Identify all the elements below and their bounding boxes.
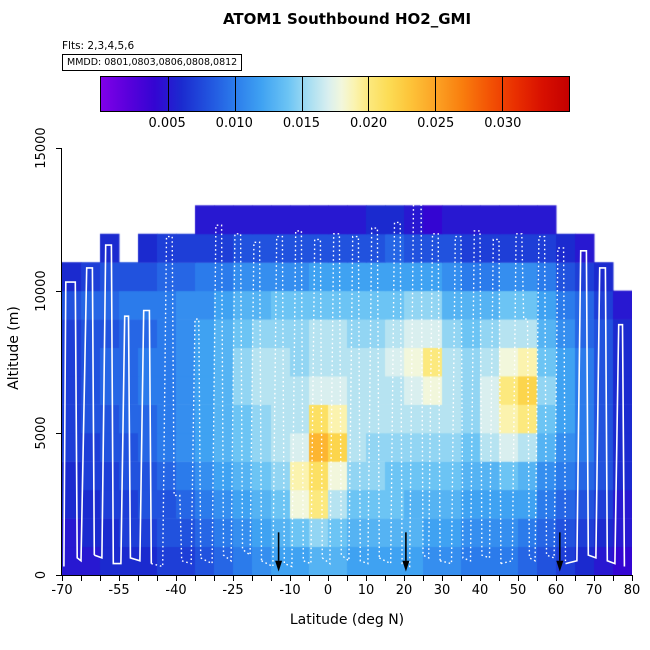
x-axis-tick-label: 30 [433,583,451,598]
x-axis-tick [138,576,139,581]
y-axis-tick-label: 5000 [34,416,49,450]
x-axis-tick [537,576,538,581]
flight-track-line [94,244,153,565]
x-axis-tick-label: 60 [547,583,565,598]
flight-track-line [200,224,263,565]
flight-track-overlay [63,201,626,572]
flight-track-line [439,230,502,565]
page-title: ATOM1 Southbound HO2_GMI [222,10,472,28]
x-axis-tick [556,576,557,581]
x-axis-tick [499,576,500,581]
flight-track-line [63,267,96,567]
x-axis-tick-label: -55 [108,583,130,598]
x-axis-tick-label: -40 [165,583,187,598]
x-axis-tick-label: -25 [222,583,244,598]
flights-annotation: Flts: 2,3,4,5,6 [62,40,135,52]
y-axis-title: Altitude (m) [6,306,22,390]
x-axis-tick-label: 40 [471,583,489,598]
colorbar-divider [167,77,169,111]
x-axis-tick-label: -70 [51,583,73,598]
x-axis-tick [423,576,424,581]
colorbar-divider [502,77,504,111]
x-axis-tick [442,576,443,581]
x-axis-title: Latitude (deg N) [289,612,405,628]
x-axis-tick [404,576,405,581]
colorbar [100,76,570,112]
marker-arrow-head [556,560,564,572]
x-axis-tick-label: 70 [585,583,603,598]
x-axis-tick-label: 80 [623,583,641,598]
x-axis-tick [290,576,291,581]
flight-track-line [321,227,380,565]
x-axis-tick [214,576,215,581]
x-axis-tick [328,576,329,581]
x-axis-tick-label: 20 [395,583,413,598]
y-axis-tick-label: 0 [34,570,49,580]
x-axis-tick [81,576,82,581]
x-axis-tick [252,576,253,581]
y-axis-tick-label: 10000 [34,269,49,312]
x-axis-tick [366,576,367,581]
x-axis-tick [518,576,519,581]
x-axis-tick [613,576,614,581]
x-axis-tick [119,576,120,581]
x-axis-tick [62,576,63,581]
x-axis-tick [461,576,462,581]
y-axis-tick-label: 15000 [34,127,49,170]
marker-arrow-head [402,560,410,572]
marker-arrow-head [275,560,283,572]
x-axis-tick [594,576,595,581]
x-axis-tick [157,576,158,581]
x-axis-tick [176,576,177,581]
colorbar-divider [435,77,437,111]
x-axis-tick [385,576,386,581]
flight-track-line [261,230,323,568]
colorbar-divider [368,77,370,111]
flight-track-line [500,233,567,565]
x-axis-tick [100,576,101,581]
x-axis-tick [632,576,633,581]
y-axis-line [61,148,62,576]
y-axis-tick [56,290,61,292]
flight-track-line [378,201,441,568]
mmdd-annotation: MMDD: 0801,0803,0806,0808,0812 [62,54,243,71]
x-axis-tick [480,576,481,581]
y-axis-tick [56,575,61,576]
x-axis-tick [575,576,576,581]
x-axis-line [62,575,633,576]
x-axis-tick [195,576,196,581]
colorbar-divider [301,77,303,111]
y-axis-tick [56,432,61,434]
x-axis-tick [233,576,234,581]
x-axis-tick-label: -10 [279,583,301,598]
x-axis-tick-label: 10 [357,583,375,598]
x-axis-tick-label: 50 [509,583,527,598]
x-axis-tick [271,576,272,581]
x-axis-tick [347,576,348,581]
x-axis-tick-label: 0 [323,583,333,598]
x-axis-tick [309,576,310,581]
colorbar-divider [234,77,236,111]
heatmap-canvas [62,120,632,575]
flight-track-line [151,235,202,568]
flight-track-line [565,250,626,567]
y-axis-tick [56,148,61,150]
